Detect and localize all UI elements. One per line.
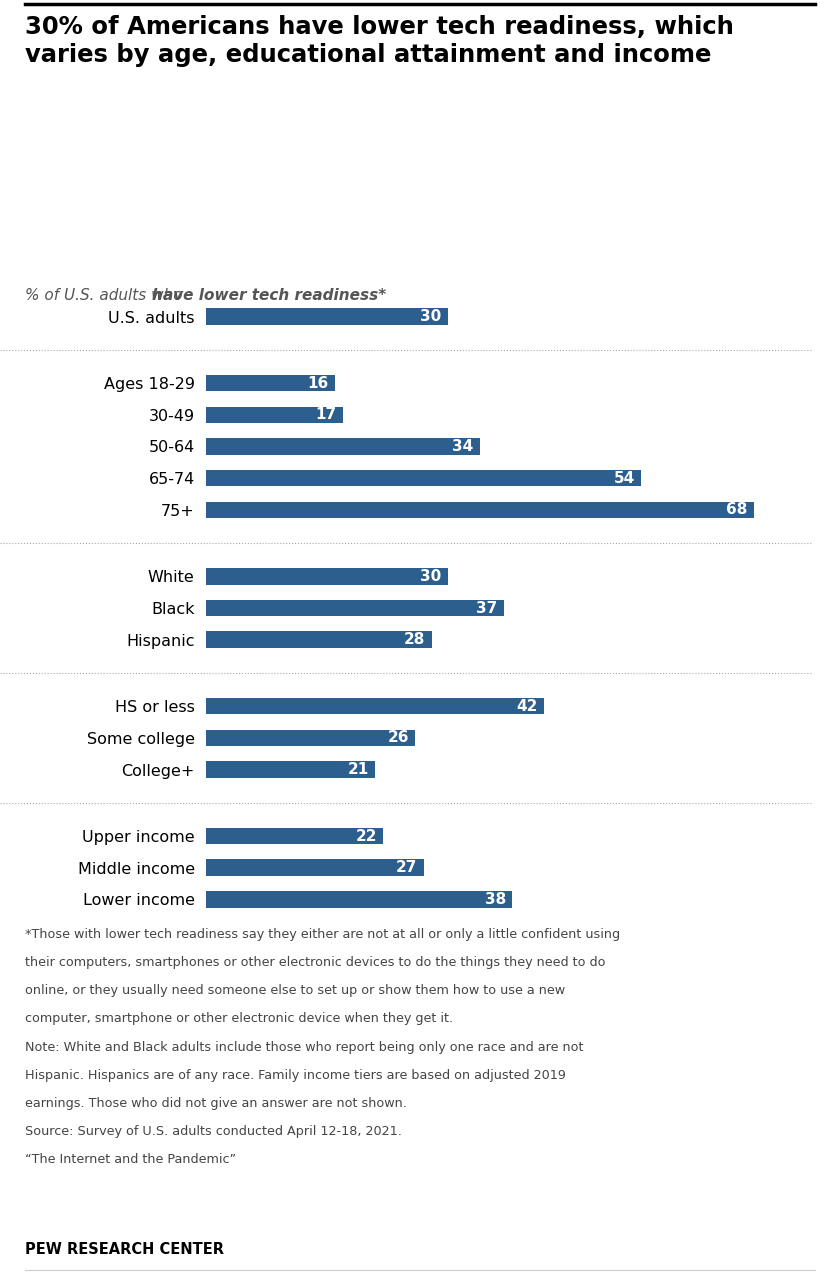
Bar xyxy=(206,470,641,486)
Text: Note: White and Black adults include those who report being only one race and ar: Note: White and Black adults include tho… xyxy=(25,1041,584,1053)
Text: PEW RESEARCH CENTER: PEW RESEARCH CENTER xyxy=(25,1242,224,1257)
Bar xyxy=(206,407,343,424)
Text: computer, smartphone or other electronic device when they get it.: computer, smartphone or other electronic… xyxy=(25,1012,454,1025)
Text: have lower tech readiness*: have lower tech readiness* xyxy=(152,288,386,303)
Text: earnings. Those who did not give an answer are not shown.: earnings. Those who did not give an answ… xyxy=(25,1097,407,1110)
Text: 27: 27 xyxy=(396,860,417,876)
Text: Hispanic. Hispanics are of any race. Family income tiers are based on adjusted 2: Hispanic. Hispanics are of any race. Fam… xyxy=(25,1069,566,1082)
Text: 54: 54 xyxy=(613,471,635,485)
Bar xyxy=(206,568,448,585)
Text: 42: 42 xyxy=(517,699,538,714)
Text: 16: 16 xyxy=(307,375,328,390)
Bar xyxy=(206,698,544,714)
Bar xyxy=(206,730,416,746)
Bar xyxy=(206,375,335,392)
Bar xyxy=(206,438,480,454)
Text: 38: 38 xyxy=(485,892,506,906)
Text: online, or they usually need someone else to set up or show them how to use a ne: online, or they usually need someone els… xyxy=(25,984,565,997)
Bar xyxy=(206,308,448,325)
Text: 30% of Americans have lower tech readiness, which
varies by age, educational att: 30% of Americans have lower tech readine… xyxy=(25,15,734,67)
Text: 28: 28 xyxy=(404,632,425,648)
Bar xyxy=(206,502,754,518)
Text: 22: 22 xyxy=(355,828,377,844)
Text: 17: 17 xyxy=(315,407,337,422)
Bar xyxy=(206,828,383,845)
Text: % of U.S. adults who: % of U.S. adults who xyxy=(25,288,187,303)
Text: 26: 26 xyxy=(387,731,409,745)
Text: 21: 21 xyxy=(348,762,369,777)
Bar xyxy=(206,600,504,616)
Bar xyxy=(206,631,432,648)
Text: their computers, smartphones or other electronic devices to do the things they n: their computers, smartphones or other el… xyxy=(25,956,606,969)
Text: Source: Survey of U.S. adults conducted April 12-18, 2021.: Source: Survey of U.S. adults conducted … xyxy=(25,1125,402,1138)
Text: 37: 37 xyxy=(476,600,498,616)
Text: 30: 30 xyxy=(420,310,441,324)
Bar xyxy=(206,891,512,908)
Text: 68: 68 xyxy=(727,502,748,517)
Text: “The Internet and the Pandemic”: “The Internet and the Pandemic” xyxy=(25,1153,236,1166)
Bar xyxy=(206,859,423,876)
Text: 30: 30 xyxy=(420,568,441,584)
Text: *Those with lower tech readiness say they either are not at all or only a little: *Those with lower tech readiness say the… xyxy=(25,928,620,941)
Text: 34: 34 xyxy=(452,439,474,454)
Bar xyxy=(206,762,375,778)
